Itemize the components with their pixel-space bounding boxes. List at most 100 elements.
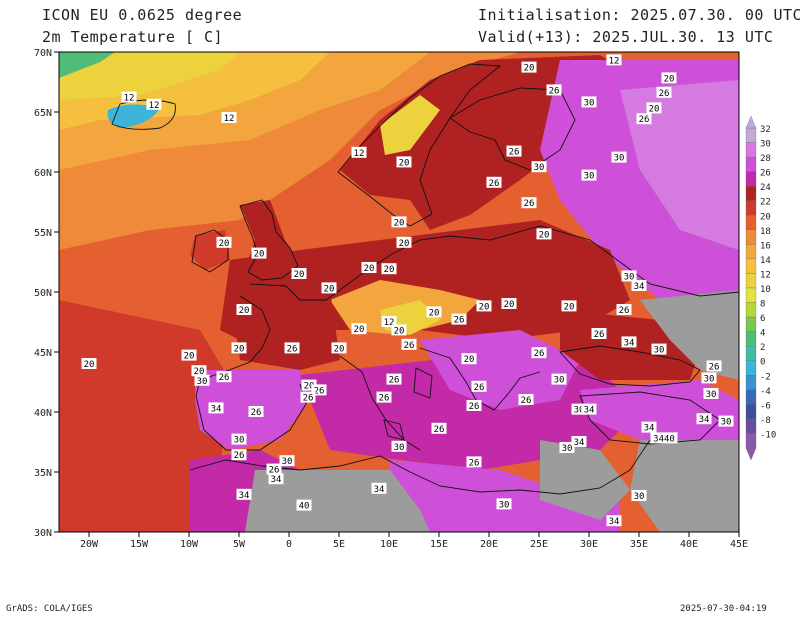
legend-label: -4 [760,387,771,397]
contour-label: 30 [554,376,565,386]
legend-swatch [745,244,757,260]
contour-label-bg [621,336,637,348]
contour-label: 26 [639,115,650,125]
contour-label: 34 [574,438,585,448]
contour-label: 26 [619,306,630,316]
contour-label: 20 [219,239,230,249]
contour-label: 26 [534,349,545,359]
contour-label-bg [194,374,210,386]
contour-label-bg [208,402,224,414]
contour-label: 20 [354,325,365,335]
lat-tick-label: 65N [34,108,52,119]
valid-time: Valid(+13): 2025.JUL.30. 13 UTC [478,28,774,46]
legend-label: 12 [760,270,771,280]
contour-label-bg [251,247,267,259]
map-fields [59,52,739,532]
latitude-axis: 70N 65N 60N 55N 50N 45N 40N 35N 30N [34,48,59,539]
lon-tick-label: 10E [380,539,398,550]
contour-label: 20 [479,302,490,312]
contour-label-bg [396,156,412,168]
contour-label: 20 [664,74,675,84]
contour-label: 34 [634,282,645,292]
contour-label: 12 [224,114,235,124]
contour-label: 30 [624,272,635,282]
contour-label-bg [466,400,482,411]
contour-label: 30 [562,444,573,454]
contour-label-bg [718,415,734,427]
lat-tick-label: 35N [34,468,52,479]
legend-swatch [745,375,757,390]
contour-label-bg [651,343,667,355]
contour-label-bg [296,499,312,511]
contour-label: 20 [649,104,660,114]
legend-swatch [745,171,757,187]
contour-label: 34 [609,517,620,527]
contour-label-bg [371,482,387,494]
contour-label: 20 [304,382,315,392]
contour-label: 20 [324,284,335,294]
contour-label: 34 [271,475,282,485]
contour-label: 26 [251,408,262,418]
masked-caucasus-area [640,290,739,380]
contour-label-bg [476,300,492,312]
contour-label: 3440 [653,434,675,444]
contour-label-bg [571,436,587,447]
legend-swatch [745,142,757,158]
contour-label-bg [311,384,327,396]
contour-label: 34 [374,485,385,495]
contour-label: 30 [282,457,293,467]
contour-label-bg [486,176,502,188]
contour-label: 20 [539,230,550,240]
lon-tick-label: 15W [130,539,149,550]
contour-label: 20 [234,344,245,354]
contour-label-bg [231,342,247,354]
contour-label-bg [581,169,597,181]
contour-label: 26 [434,425,445,435]
contour-label-bg [631,280,647,291]
contour-label: 30 [234,436,245,446]
lon-tick-label: 20E [480,539,498,550]
contour-label: 30 [197,377,208,387]
legend-label: -8 [760,416,771,426]
contour-label: 34 [644,424,655,434]
legend-swatch [745,346,757,361]
legend-label: 4 [760,329,765,339]
legend-swatch [745,360,757,376]
lon-tick-label: 15E [430,539,448,550]
lon-tick-label: 45E [730,539,748,550]
contour-label-bg [279,455,295,467]
contour-label-bg [291,268,307,279]
legend-label: 8 [760,300,765,310]
contour-label-bg [696,413,712,425]
contour-label: 34 [211,404,222,414]
contour-label-bg [641,421,657,433]
contour-label: 20 [464,355,475,365]
footer-timestamp: 2025-07-30-04:19 [680,604,767,614]
contour-label: 26 [489,179,500,189]
contour-label-bg [561,300,577,312]
libya-field [390,460,620,532]
contour-label-bg [606,515,622,527]
legend-swatch [745,418,757,434]
contour-label: 30 [634,492,645,502]
contour-label: 20 [524,64,535,74]
contour-label-bg [471,380,487,392]
lat-tick-label: 60N [34,168,52,179]
contour-label-bg [401,338,417,350]
contour-label-bg [531,161,547,173]
contour-label-bg [191,365,207,377]
contour-label: 34 [239,491,250,501]
lon-tick-label: 10W [180,539,199,550]
legend-label: 0 [760,358,765,368]
legend-label: 20 [760,212,771,222]
legend-label: 14 [760,256,771,266]
contour-label: 20 [194,367,205,377]
contour-label-bg [631,490,647,501]
contour-label-bg [321,282,337,294]
lon-tick-label: 30E [580,539,598,550]
contour-label-bg [386,373,402,385]
contour-label-bg [391,216,407,228]
lon-tick-label: 25E [530,539,548,550]
footer-credit: GrADS: COLA/IGES [6,604,93,614]
contour-label-bg [701,372,717,384]
